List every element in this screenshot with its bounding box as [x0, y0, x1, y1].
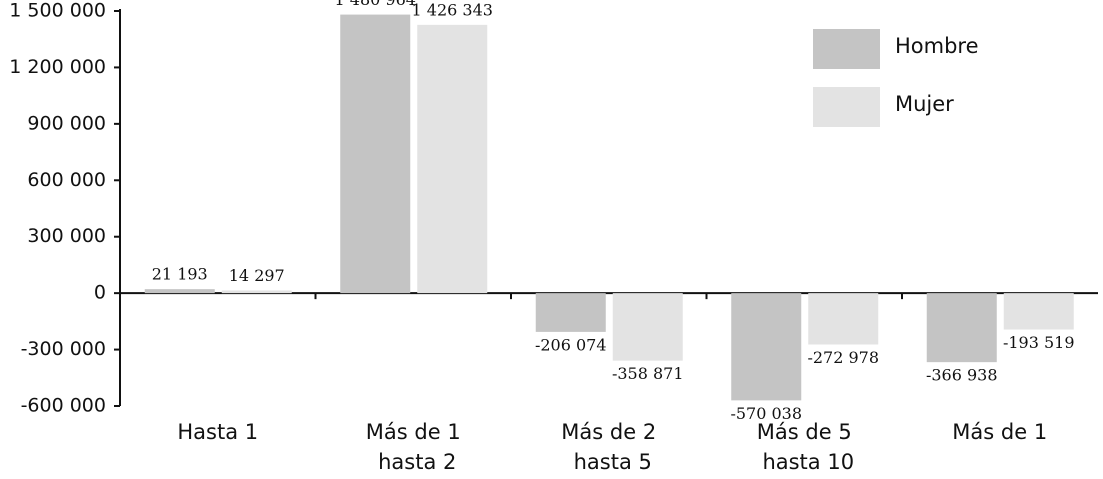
- value-label: -366 938: [926, 366, 998, 385]
- value-label: -206 074: [535, 335, 607, 354]
- y-tick-label: 1 200 000: [9, 56, 106, 78]
- x-tick-label: Más de 2: [561, 420, 656, 444]
- value-label: 14 297: [229, 266, 285, 285]
- bar: [926, 293, 997, 363]
- legend-swatch: [813, 87, 880, 127]
- x-tick-label: Hasta 1: [177, 420, 258, 444]
- bar: [1003, 293, 1074, 330]
- x-tick-label: Más de 5: [757, 420, 852, 444]
- value-label: 21 193: [152, 265, 208, 284]
- y-tick-label: 600 000: [27, 169, 106, 191]
- value-label: -193 519: [1003, 333, 1075, 352]
- x-tick-label: Más de 1: [366, 420, 461, 444]
- bar: [144, 289, 215, 294]
- bar: [808, 293, 879, 345]
- value-label: -358 871: [612, 364, 684, 383]
- x-tick-label: hasta 10: [762, 450, 854, 474]
- x-tick-label: Más de 1: [952, 420, 1047, 444]
- legend-swatch: [813, 29, 880, 69]
- legend-label: Mujer: [895, 92, 954, 116]
- bar: [535, 293, 606, 332]
- y-tick-label: 900 000: [27, 112, 106, 134]
- value-label: 1 426 343: [412, 0, 493, 19]
- y-tick-label: 300 000: [27, 225, 106, 247]
- bar: [612, 293, 683, 361]
- y-tick-label: -300 000: [21, 338, 106, 360]
- value-label: -570 038: [730, 404, 802, 423]
- bar: [731, 293, 802, 401]
- bar: [417, 24, 488, 294]
- y-tick-label: 1 500 000: [9, 0, 106, 22]
- bar: [221, 290, 292, 294]
- legend-label: Hombre: [895, 34, 979, 58]
- value-label: -272 978: [807, 348, 879, 367]
- value-label: 1 480 964: [335, 0, 416, 9]
- y-tick-label: -600 000: [21, 395, 106, 417]
- y-tick-label: 0: [94, 282, 106, 304]
- x-tick-label: hasta 2: [378, 450, 456, 474]
- bar: [340, 14, 411, 294]
- x-tick-label: hasta 5: [574, 450, 652, 474]
